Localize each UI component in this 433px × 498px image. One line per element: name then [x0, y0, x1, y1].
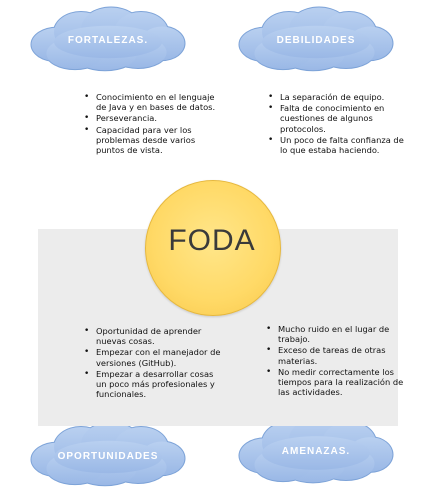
debilidades-title: DEBILIDADES	[276, 35, 356, 46]
oportunidades-title: OPORTUNIDADES	[57, 451, 159, 462]
debilidades-item: Falta de conocimiento en cuestiones de a…	[268, 103, 410, 134]
amenazas-title: AMENAZAS.	[281, 446, 351, 457]
oportunidades-item: Empezar a desarrollar cosas un poco más …	[84, 369, 222, 400]
amenazas-item: No medir correctamente los tiempos para …	[266, 367, 414, 398]
debilidades-cloud	[238, 6, 394, 72]
amenazas-item: Mucho ruido en el lugar de trabajo.	[266, 324, 414, 344]
oportunidades-cloud	[30, 421, 186, 487]
fortalezas-item: Perseverancia.	[84, 113, 218, 123]
foda-center-label: FODA	[168, 224, 256, 257]
fortalezas-list: Conocimiento en el lenguaje de Java y en…	[82, 92, 218, 156]
amenazas-list: Mucho ruido en el lugar de trabajo. Exce…	[264, 324, 414, 398]
oportunidades-list: Oportunidad de aprender nuevas cosas. Em…	[82, 326, 222, 400]
debilidades-list: La separación de equipo. Falta de conoci…	[266, 92, 410, 156]
amenazas-cloud	[238, 416, 394, 484]
oportunidades-item: Oportunidad de aprender nuevas cosas.	[84, 326, 222, 346]
amenazas-item: Exceso de tareas de otras materias.	[266, 345, 414, 365]
fortalezas-cloud	[30, 6, 186, 72]
foda-circle	[145, 180, 281, 316]
fortalezas-item: Conocimiento en el lenguaje de Java y en…	[84, 92, 218, 112]
oportunidades-item: Empezar con el manejador de versiones (G…	[84, 347, 222, 367]
debilidades-item: Un poco de falta confianza de lo que est…	[268, 135, 410, 155]
fortalezas-item: Capacidad para ver los problemas desde v…	[84, 125, 218, 156]
fortalezas-title: FORTALEZAS.	[67, 35, 149, 46]
debilidades-item: La separación de equipo.	[268, 92, 410, 102]
